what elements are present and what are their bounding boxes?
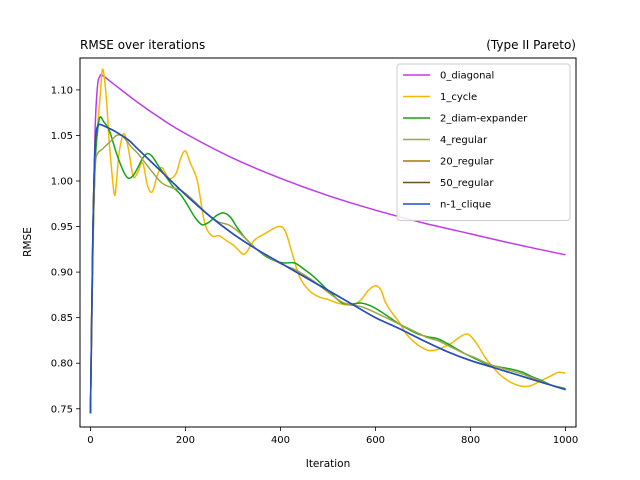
legend: 0_diagonal 1_cycle 2_diam-expander 4_regula… xyxy=(396,63,571,221)
x-axis-label: Iteration xyxy=(306,458,351,470)
legend-label: 1_cycle xyxy=(440,92,477,103)
legend-label: 50_regular xyxy=(440,178,494,189)
x-tick-label: 600 xyxy=(366,435,385,446)
y-tick-label: 0.85 xyxy=(51,313,73,324)
y-tick-label: 1.05 xyxy=(51,131,73,142)
x-tick-label: 400 xyxy=(271,435,290,446)
x-tick-label: 0 xyxy=(87,435,93,446)
y-tick-label: 0.90 xyxy=(51,268,73,279)
legend-label: 4_regular xyxy=(440,135,488,146)
legend-label: 20_regular xyxy=(440,157,494,168)
x-tick-label: 200 xyxy=(176,435,195,446)
y-tick-label: 0.95 xyxy=(51,222,73,233)
x-tick-label: 800 xyxy=(461,435,480,446)
series-line-1_cycle xyxy=(89,68,566,414)
chart-subtitle: (Type II Pareto) xyxy=(486,38,576,52)
y-tick-label: 1.10 xyxy=(51,85,73,96)
y-tick-label: 0.75 xyxy=(51,404,73,415)
chart-title: RMSE over iterations xyxy=(80,38,205,52)
series-line-4_regular xyxy=(89,134,566,414)
legend-label: 0_diagonal xyxy=(440,71,494,82)
x-tick-label: 1000 xyxy=(553,435,578,446)
y-axis-label: RMSE xyxy=(22,227,34,257)
series-line-n-1_clique xyxy=(89,123,566,414)
y-axis: 0.75 0.80 0.85 0.90 0.95 1.00 1.05 1.10 xyxy=(51,85,80,415)
y-tick-label: 0.80 xyxy=(51,359,73,370)
legend-box xyxy=(396,63,571,221)
x-axis: 0 200 400 600 800 1000 xyxy=(87,427,578,446)
plot-frame xyxy=(79,57,577,428)
legend-label: 2_diam-expander xyxy=(440,114,528,125)
series-group xyxy=(89,68,566,414)
legend-label: n-1_clique xyxy=(440,200,491,211)
y-tick-label: 1.00 xyxy=(51,177,73,188)
